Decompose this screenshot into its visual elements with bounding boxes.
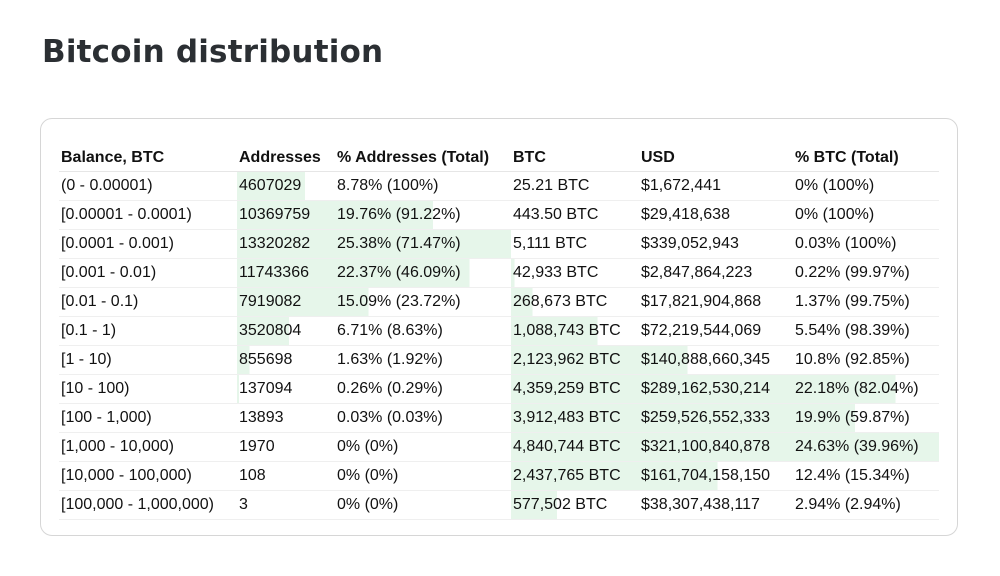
cell-pct-addresses: 0% (0%) <box>335 461 511 491</box>
cell-btc: 2,123,962 BTC <box>511 345 639 375</box>
cell-addresses: 3 <box>237 490 335 520</box>
cell-btc: 2,437,765 BTC <box>511 461 639 491</box>
table-row: (0 - 0.00001) 4607029 8.78% (100%) 25.21 BT… <box>59 171 939 201</box>
distribution-card: Balance, BTC Addresses % Addresses (Tota… <box>40 118 958 536</box>
cell-balance: [0.00001 - 0.0001) <box>59 200 237 230</box>
cell-pct-addresses: 8.78% (100%) <box>335 171 511 201</box>
cell-balance: [0.1 - 1) <box>59 316 237 346</box>
cell-addresses: 1970 <box>237 432 335 462</box>
cell-btc: 5,111 BTC <box>511 229 639 259</box>
cell-pct-addresses: 15.09% (23.72%) <box>335 287 511 317</box>
cell-pct-btc: 22.18% (82.04%) <box>793 374 939 404</box>
table-row: [10,000 - 100,000) 108 0% (0%) 2,437,765 BT… <box>59 461 939 491</box>
cell-pct-btc: 0.03% (100%) <box>793 229 939 259</box>
cell-btc: 1,088,743 BTC <box>511 316 639 346</box>
cell-balance: [1 - 10) <box>59 345 237 375</box>
table-row: [0.0001 - 0.001) 13320282 25.38% (71.47%) 5… <box>59 229 939 259</box>
header-usd[interactable]: USD <box>639 145 793 172</box>
cell-pct-addresses: 22.37% (46.09%) <box>335 258 511 288</box>
cell-usd: $17,821,904,868 <box>639 287 793 317</box>
cell-usd: $259,526,552,333 <box>639 403 793 433</box>
cell-balance: [10,000 - 100,000) <box>59 461 237 491</box>
cell-pct-addresses: 6.71% (8.63%) <box>335 316 511 346</box>
header-pct-btc[interactable]: % BTC (Total) <box>793 145 939 172</box>
cell-balance: (0 - 0.00001) <box>59 171 237 201</box>
cell-usd: $29,418,638 <box>639 200 793 230</box>
cell-pct-btc: 19.9% (59.87%) <box>793 403 939 433</box>
cell-balance: [100,000 - 1,000,000) <box>59 490 237 520</box>
cell-pct-addresses: 0.03% (0.03%) <box>335 403 511 433</box>
cell-btc: 25.21 BTC <box>511 171 639 201</box>
cell-usd: $72,219,544,069 <box>639 316 793 346</box>
cell-btc: 443.50 BTC <box>511 200 639 230</box>
cell-usd: $289,162,530,214 <box>639 374 793 404</box>
cell-pct-addresses: 25.38% (71.47%) <box>335 229 511 259</box>
cell-usd: $161,704,158,150 <box>639 461 793 491</box>
table-header-row: Balance, BTC Addresses % Addresses (Tota… <box>59 145 939 172</box>
cell-pct-btc: 0.22% (99.97%) <box>793 258 939 288</box>
cell-pct-btc: 0% (100%) <box>793 200 939 230</box>
cell-balance: [1,000 - 10,000) <box>59 432 237 462</box>
cell-addresses: 7919082 <box>237 287 335 317</box>
cell-pct-btc: 0% (100%) <box>793 171 939 201</box>
cell-addresses: 3520804 <box>237 316 335 346</box>
cell-addresses: 13893 <box>237 403 335 433</box>
cell-btc: 4,840,744 BTC <box>511 432 639 462</box>
cell-pct-btc: 10.8% (92.85%) <box>793 345 939 375</box>
cell-pct-addresses: 0% (0%) <box>335 490 511 520</box>
cell-pct-btc: 12.4% (15.34%) <box>793 461 939 491</box>
cell-pct-addresses: 0.26% (0.29%) <box>335 374 511 404</box>
cell-addresses: 855698 <box>237 345 335 375</box>
table-row: [1 - 10) 855698 1.63% (1.92%) 2,123,962 BTC… <box>59 345 939 375</box>
header-addresses[interactable]: Addresses <box>237 145 335 172</box>
cell-balance: [0.0001 - 0.001) <box>59 229 237 259</box>
table-body: (0 - 0.00001) 4607029 8.78% (100%) 25.21 BT… <box>59 171 939 520</box>
distribution-table: Balance, BTC Addresses % Addresses (Tota… <box>59 145 939 520</box>
table-row: [1,000 - 10,000) 1970 0% (0%) 4,840,744 BTC… <box>59 432 939 462</box>
header-btc[interactable]: BTC <box>511 145 639 172</box>
cell-balance: [0.01 - 0.1) <box>59 287 237 317</box>
cell-addresses: 108 <box>237 461 335 491</box>
cell-usd: $2,847,864,223 <box>639 258 793 288</box>
cell-pct-addresses: 1.63% (1.92%) <box>335 345 511 375</box>
header-pct-addresses[interactable]: % Addresses (Total) <box>335 145 511 172</box>
cell-addresses: 11743366 <box>237 258 335 288</box>
cell-pct-addresses: 19.76% (91.22%) <box>335 200 511 230</box>
page-title: Bitcoin distribution <box>42 34 384 70</box>
cell-addresses: 13320282 <box>237 229 335 259</box>
header-balance[interactable]: Balance, BTC <box>59 145 237 172</box>
cell-usd: $38,307,438,117 <box>639 490 793 520</box>
cell-pct-btc: 5.54% (98.39%) <box>793 316 939 346</box>
cell-balance: [10 - 100) <box>59 374 237 404</box>
table-row: [0.001 - 0.01) 11743366 22.37% (46.09%) 42,… <box>59 258 939 288</box>
cell-usd: $339,052,943 <box>639 229 793 259</box>
cell-pct-btc: 24.63% (39.96%) <box>793 432 939 462</box>
cell-btc: 4,359,259 BTC <box>511 374 639 404</box>
table-row: [0.00001 - 0.0001) 10369759 19.76% (91.22%… <box>59 200 939 230</box>
cell-btc: 268,673 BTC <box>511 287 639 317</box>
cell-usd: $1,672,441 <box>639 171 793 201</box>
cell-btc: 42,933 BTC <box>511 258 639 288</box>
table-row: [100 - 1,000) 13893 0.03% (0.03%) 3,912,483… <box>59 403 939 433</box>
cell-addresses: 137094 <box>237 374 335 404</box>
table-row: [0.01 - 0.1) 7919082 15.09% (23.72%) 268,67… <box>59 287 939 317</box>
cell-balance: [0.001 - 0.01) <box>59 258 237 288</box>
cell-btc: 3,912,483 BTC <box>511 403 639 433</box>
cell-addresses: 10369759 <box>237 200 335 230</box>
cell-btc: 577,502 BTC <box>511 490 639 520</box>
table-row: [100,000 - 1,000,000) 3 0% (0%) 577,502 BTC… <box>59 490 939 520</box>
cell-pct-btc: 1.37% (99.75%) <box>793 287 939 317</box>
cell-balance: [100 - 1,000) <box>59 403 237 433</box>
table-row: [10 - 100) 137094 0.26% (0.29%) 4,359,259 B… <box>59 374 939 404</box>
cell-usd: $321,100,840,878 <box>639 432 793 462</box>
cell-pct-addresses: 0% (0%) <box>335 432 511 462</box>
cell-pct-btc: 2.94% (2.94%) <box>793 490 939 520</box>
cell-addresses: 4607029 <box>237 171 335 201</box>
table-row: [0.1 - 1) 3520804 6.71% (8.63%) 1,088,743 B… <box>59 316 939 346</box>
cell-usd: $140,888,660,345 <box>639 345 793 375</box>
